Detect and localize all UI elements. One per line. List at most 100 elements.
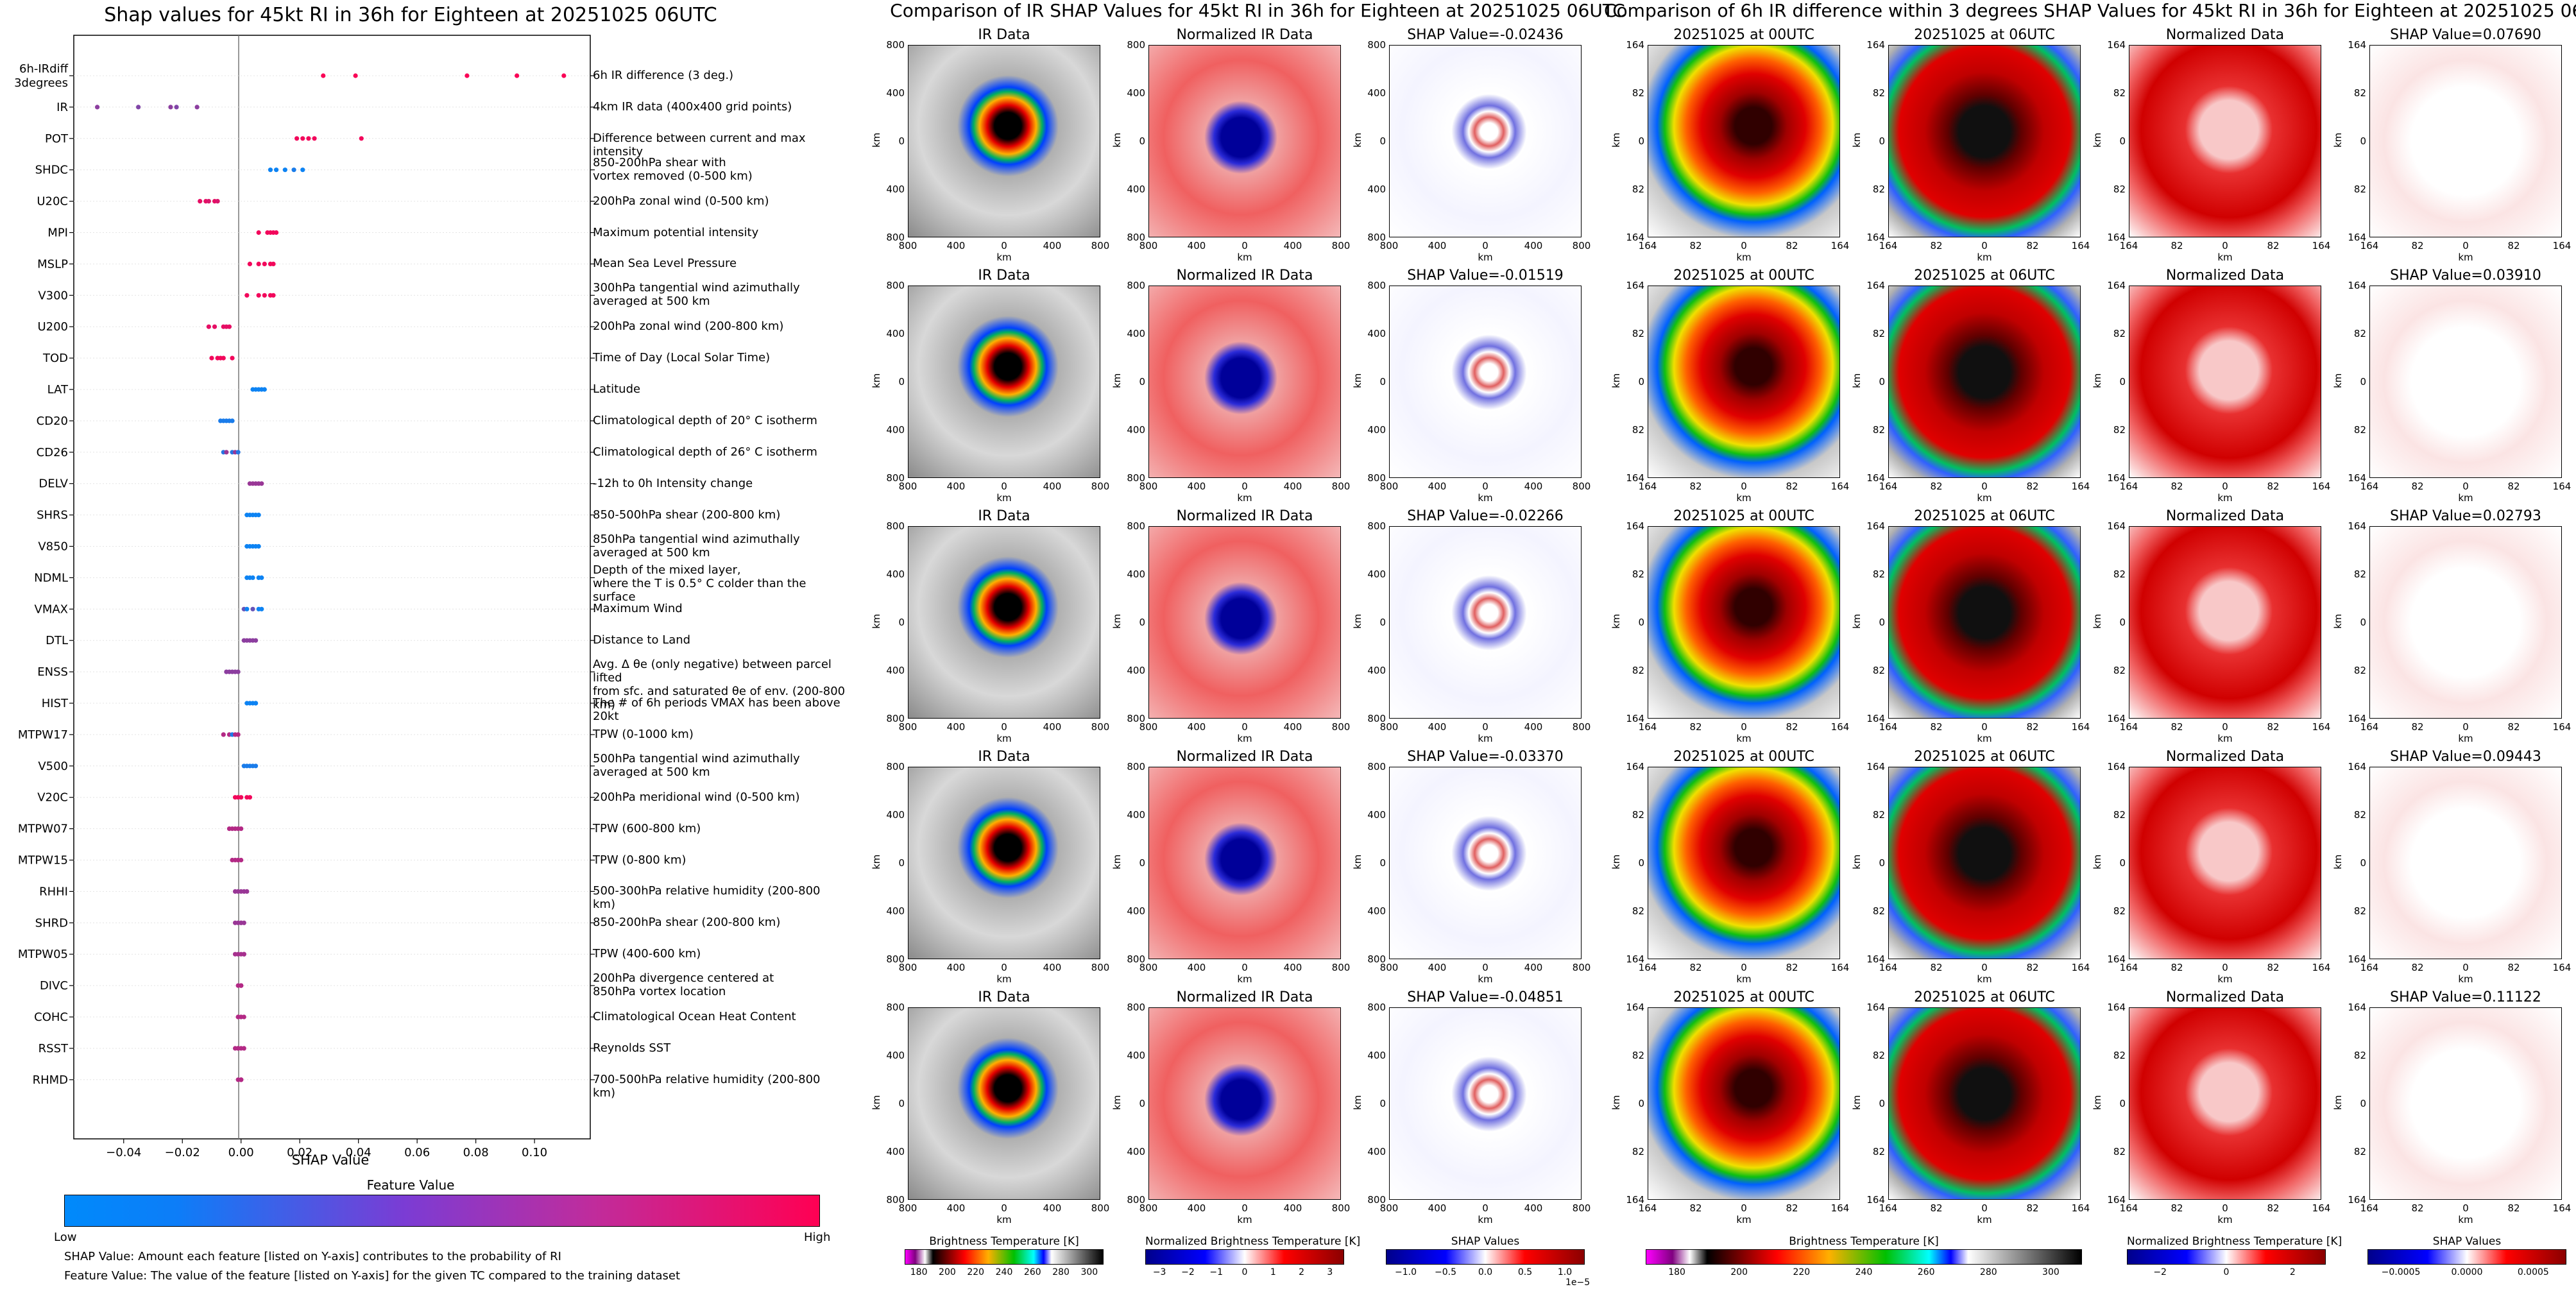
panel-x-tick: 800 [1379, 1202, 1399, 1214]
panel-y-tick: 800 [1127, 280, 1145, 291]
panel-x-tick: 164 [1638, 240, 1657, 252]
feature-description: TPW (0-1000 km) [593, 727, 694, 741]
panel-ylabel: km [1111, 1095, 1123, 1110]
panel-x-tick: 0 [2222, 962, 2228, 973]
image-panel [2129, 526, 2321, 719]
panel-x-tick: 0 [1482, 481, 1488, 492]
panel-y-tick: 164 [2348, 472, 2366, 484]
panel-y-tick: 0 [1879, 376, 1885, 388]
panel-y-tick: 164 [2348, 1002, 2366, 1013]
panel-ylabel: km [2332, 132, 2344, 148]
panel-title: IR Data [978, 508, 1030, 524]
shap-point [206, 199, 211, 204]
feature-label: NDML [34, 571, 68, 585]
panel-x-tick: 82 [2507, 1202, 2520, 1214]
image-panel [1389, 286, 1582, 478]
panel-title: 20251025 at 06UTC [1914, 268, 2055, 284]
panel-x-tick: 82 [2171, 1202, 2183, 1214]
panel-x-tick: 0 [2222, 481, 2228, 492]
panel-ylabel: km [2332, 854, 2344, 869]
image-panel [1148, 526, 1341, 719]
panel-y-tick: 82 [2353, 568, 2366, 580]
panel-y-tick: 0 [1879, 1098, 1885, 1109]
panel-y-tick: 400 [1367, 328, 1386, 339]
panel-y-tick: 800 [886, 472, 905, 484]
panel-y-tick: 164 [1866, 472, 1885, 484]
shap-point [300, 136, 305, 141]
feature-label: MTPW17 [18, 728, 68, 742]
colorbar-tick: 1 [1270, 1267, 1276, 1277]
colorbar-tick: 200 [1730, 1267, 1748, 1277]
panel-y-tick: 164 [1866, 1002, 1885, 1013]
panel-x-tick: 0 [1981, 481, 1988, 492]
panel-y-tick: 400 [886, 424, 905, 436]
panel-x-tick: 400 [1043, 481, 1062, 492]
panel-y-tick: 800 [886, 1002, 905, 1013]
panel-x-tick: 800 [1572, 1202, 1591, 1214]
panel-x-tick: 164 [1830, 721, 1850, 733]
panel-x-tick: 400 [1524, 721, 1543, 733]
image-panel [1888, 526, 2081, 719]
panel-x-tick: 0 [1741, 240, 1747, 252]
panel-x-tick: 0 [1741, 1202, 1747, 1214]
panel-xlabel: km [1237, 973, 1252, 985]
shap-point [235, 450, 241, 455]
panel-y-tick: 0 [2119, 857, 2126, 869]
panel-y-tick: 164 [2107, 472, 2126, 484]
panel-y-tick: 82 [1872, 905, 1885, 917]
panel-y-tick: 82 [1632, 809, 1644, 821]
diff-comparison-title: Comparison of 6h IR difference within 3 … [1604, 0, 2576, 21]
panel-x-tick: 0 [2462, 240, 2469, 252]
panel-title: 20251025 at 06UTC [1914, 749, 2055, 765]
panel-x-tick: 164 [2552, 481, 2572, 492]
panel-y-tick: 82 [2353, 1050, 2366, 1061]
shap-point [256, 230, 261, 235]
panel-y-tick: 82 [1872, 665, 1885, 676]
panel-x-tick: 82 [1786, 1202, 1798, 1214]
panel-y-tick: 82 [1872, 184, 1885, 195]
panel-y-tick: 0 [1638, 1098, 1644, 1109]
shap-point [239, 983, 244, 988]
panel-xlabel: km [2217, 1214, 2233, 1225]
feature-description: 700-500hPa relative humidity (200-800 km… [593, 1072, 821, 1100]
shap-point [253, 701, 259, 706]
panel-title: 20251025 at 06UTC [1914, 27, 2055, 43]
feature-description: TPW (400-600 km) [593, 947, 701, 961]
panel-title: 20251025 at 00UTC [1673, 27, 1814, 43]
panel-xlabel: km [2458, 492, 2473, 504]
panel-x-tick: 400 [1283, 240, 1302, 252]
feature-label: V850 [38, 540, 68, 554]
image-panel [2129, 1007, 2321, 1200]
panel-xlabel: km [2217, 733, 2233, 744]
shap-xlabel: SHAP Value [292, 1152, 370, 1168]
ir-comparison-title: Comparison of IR SHAP Values for 45kt RI… [890, 0, 1625, 21]
feature-description: Maximum potential intensity [593, 225, 759, 239]
panel-y-tick: 400 [1367, 1050, 1386, 1061]
feature-description: TPW (0-800 km) [593, 853, 687, 867]
panel-x-tick: 82 [2411, 721, 2424, 733]
panel-x-tick: 800 [1379, 962, 1399, 973]
panel-ylabel: km [1352, 613, 1363, 629]
colorbar [2367, 1249, 2566, 1265]
panel-x-tick: 164 [1879, 240, 1898, 252]
panel-y-tick: 82 [1872, 424, 1885, 436]
panel-x-tick: 164 [2552, 1202, 2572, 1214]
panel-title: SHAP Value=-0.03370 [1407, 749, 1564, 765]
panel-x-tick: 82 [2026, 240, 2039, 252]
panel-x-tick: 82 [2267, 962, 2280, 973]
colorbar-label: SHAP Values [2432, 1235, 2502, 1248]
colorbar-tick: 0.0000 [2451, 1267, 2483, 1277]
shap-point [515, 73, 520, 78]
panel-x-tick: 82 [2507, 721, 2520, 733]
panel-x-tick: 164 [1638, 481, 1657, 492]
shap-point [282, 167, 287, 173]
colorbar-tick: 3 [1327, 1267, 1333, 1277]
panel-title: Normalized Data [2165, 268, 2285, 284]
panel-x-tick: 400 [1524, 962, 1543, 973]
panel-x-tick: 82 [1930, 481, 1943, 492]
shap-point [273, 230, 279, 235]
panel-x-tick: 82 [1786, 240, 1798, 252]
colorbar-tick: −1 [1209, 1267, 1224, 1277]
image-panel [2129, 286, 2321, 478]
panel-y-tick: 800 [1127, 232, 1145, 243]
